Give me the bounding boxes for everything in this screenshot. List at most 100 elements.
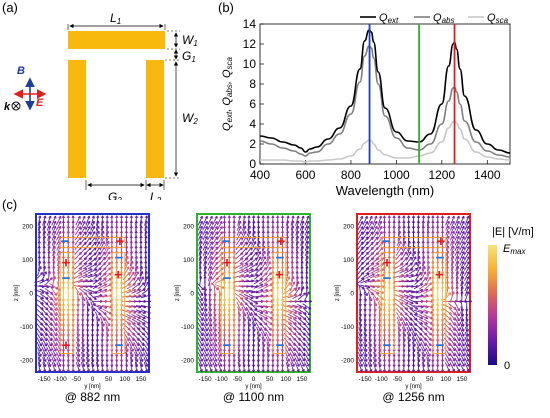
field-vector bbox=[202, 357, 208, 367]
field-vector-head bbox=[242, 349, 245, 353]
field-vector bbox=[81, 296, 85, 307]
field-vector-head bbox=[244, 303, 248, 306]
field-vector-head bbox=[298, 328, 301, 331]
field-vector-head bbox=[140, 225, 143, 229]
field-vector bbox=[105, 225, 109, 236]
field-vector-head bbox=[263, 329, 267, 331]
field-vector-head bbox=[214, 339, 217, 342]
field-vector bbox=[82, 268, 93, 274]
field-vector bbox=[217, 362, 222, 372]
field-vector bbox=[252, 326, 255, 337]
field-vector-head bbox=[126, 215, 129, 219]
field-vector bbox=[131, 314, 141, 320]
field-vector bbox=[247, 225, 251, 236]
field-vector bbox=[78, 257, 87, 265]
field-vector-head bbox=[407, 359, 410, 363]
field-vector-head bbox=[237, 354, 240, 358]
field-vector bbox=[141, 287, 150, 295]
field-vector bbox=[234, 289, 244, 294]
field-vector bbox=[95, 225, 100, 236]
field-vector-head bbox=[222, 319, 225, 322]
field-vector-head bbox=[250, 292, 254, 294]
field-vector-head bbox=[221, 262, 224, 266]
field-vector-head bbox=[297, 240, 300, 244]
field-vector-head bbox=[85, 273, 88, 277]
field-vector bbox=[104, 241, 110, 251]
field-vector bbox=[283, 323, 292, 330]
field-vector bbox=[37, 215, 41, 226]
field-vector-head bbox=[268, 240, 270, 244]
map-y-tick-label: 0 bbox=[190, 291, 194, 298]
field-vector-head bbox=[260, 306, 264, 309]
field-vector-head bbox=[100, 334, 103, 337]
legend-entry: Qext bbox=[379, 12, 399, 25]
field-vector-head bbox=[100, 354, 103, 358]
field-vector-head bbox=[364, 349, 367, 352]
field-vector-head bbox=[213, 304, 216, 307]
field-vector bbox=[98, 262, 106, 271]
field-vector-head bbox=[262, 344, 265, 347]
field-vector-head bbox=[276, 324, 279, 327]
field-vector bbox=[294, 362, 300, 372]
field-vector bbox=[131, 309, 141, 314]
field-vector-head bbox=[407, 369, 410, 373]
field-vector bbox=[82, 301, 84, 312]
field-vector-head bbox=[298, 220, 300, 224]
field-vector bbox=[42, 220, 46, 231]
field-vector bbox=[197, 291, 203, 302]
field-vector-head bbox=[104, 267, 107, 271]
field-vector-head bbox=[244, 309, 247, 312]
field-vector bbox=[85, 296, 90, 307]
field-vector-head bbox=[51, 277, 53, 281]
field-vector-head bbox=[76, 334, 80, 337]
field-vector bbox=[79, 226, 86, 236]
field-vector-head bbox=[233, 215, 236, 219]
field-vector bbox=[213, 311, 217, 322]
field-vector-head bbox=[466, 359, 470, 362]
field-vector bbox=[300, 240, 304, 251]
map-x-tick-label: -50 bbox=[233, 376, 243, 383]
field-vector-head bbox=[422, 354, 426, 357]
field-vector-head bbox=[96, 369, 99, 373]
field-vector bbox=[212, 216, 218, 226]
field-vector-head bbox=[90, 339, 93, 342]
charge-sign: + bbox=[62, 337, 71, 354]
field-vector bbox=[95, 220, 99, 231]
field-vector bbox=[134, 356, 138, 367]
field-vector bbox=[91, 356, 94, 367]
charge-sign: − bbox=[115, 250, 124, 267]
field-vector bbox=[76, 291, 80, 302]
field-vector bbox=[240, 241, 248, 251]
field-vector-head bbox=[200, 359, 203, 362]
field-vector-head bbox=[85, 252, 87, 256]
field-vector-head bbox=[427, 369, 430, 373]
field-vector-head bbox=[140, 359, 144, 362]
field-vector bbox=[247, 316, 251, 327]
field-vector bbox=[245, 246, 253, 256]
field-vector-head bbox=[227, 364, 230, 368]
field-vector-head bbox=[38, 349, 42, 352]
field-vector-head bbox=[251, 257, 254, 261]
field-vector bbox=[373, 341, 376, 352]
field-vector-head bbox=[419, 328, 423, 331]
field-vector-head bbox=[136, 261, 139, 264]
field-vector bbox=[263, 305, 274, 308]
legend-entry: Qabs bbox=[433, 12, 454, 25]
field-vector-head bbox=[200, 276, 203, 279]
field-vector-head bbox=[297, 235, 300, 239]
field-vector-head bbox=[91, 364, 94, 368]
field-vector-head bbox=[271, 369, 274, 373]
field-vector bbox=[449, 357, 456, 367]
field-vector-head bbox=[214, 334, 217, 337]
field-vector bbox=[251, 230, 256, 241]
field-vector-head bbox=[243, 314, 246, 317]
field-vector bbox=[56, 231, 62, 241]
field-vector-head bbox=[421, 369, 425, 373]
field-vector-head bbox=[132, 261, 134, 264]
field-vector-head bbox=[45, 313, 48, 316]
field-vector bbox=[217, 357, 222, 367]
field-vector bbox=[290, 276, 294, 287]
field-vector-head bbox=[264, 323, 268, 326]
field-vector-head bbox=[203, 288, 206, 292]
field-vector-head bbox=[137, 266, 139, 269]
